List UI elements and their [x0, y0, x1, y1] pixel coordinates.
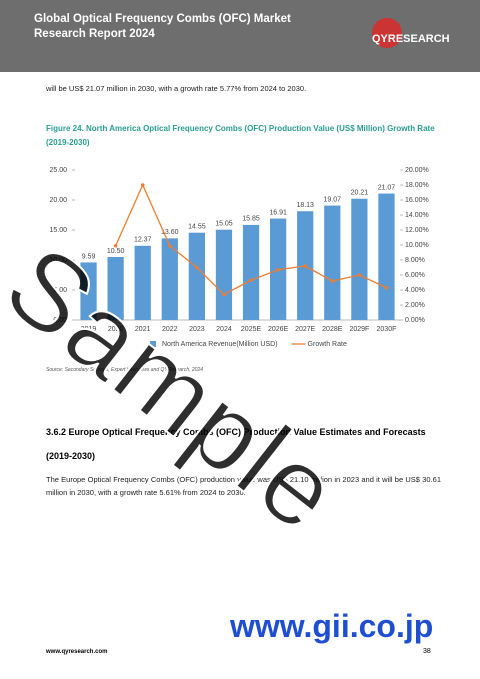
x-tick-label: 2029F: [349, 326, 369, 333]
x-tick-label: 2026E: [268, 326, 289, 333]
paragraph: The Europe Optical Frequency Combs (OFC)…: [46, 475, 441, 497]
x-tick-label: 2030F: [377, 326, 397, 333]
x-tick-label: 2023: [189, 326, 205, 333]
y-tick-label: 10.00: [49, 257, 67, 264]
y2-tick-label: 6.00%: [405, 272, 425, 279]
legend-label: Growth Rate: [308, 341, 347, 348]
page-number: 38: [423, 648, 431, 655]
x-tick-label: 2020: [108, 326, 124, 333]
value-label: 19.07: [324, 196, 342, 203]
figure-caption: Figure 24. North America Optical Frequen…: [46, 124, 435, 147]
y-tick-label: 20.00: [49, 197, 67, 204]
bar: [134, 245, 151, 320]
y2-tick-label: 12.00%: [405, 227, 429, 234]
x-tick-label: 2025E: [241, 326, 262, 333]
y-tick-label: 5.00: [53, 287, 67, 294]
value-label: 12.37: [134, 237, 152, 244]
y2-tick-label: 8.00%: [405, 257, 425, 264]
value-label: 16.91: [269, 209, 287, 216]
bar: [242, 224, 260, 320]
legend-swatch: [150, 341, 156, 347]
y-tick-label: 25.00: [49, 167, 67, 174]
point: [195, 265, 199, 270]
y2-tick-label: 16.00%: [405, 197, 429, 204]
value-label: 18.13: [296, 202, 314, 209]
value-label: 10.50: [107, 248, 125, 255]
bar: [215, 229, 233, 320]
value-label: 21.07: [378, 184, 396, 191]
point: [303, 264, 308, 268]
y2-tick-label: 2.00%: [405, 302, 425, 309]
x-tick-label: 2021: [135, 326, 151, 333]
y2-tick-label: 20.00%: [405, 167, 429, 174]
x-tick-label: 2022: [162, 326, 178, 333]
paragraph: will be US$ 21.07 million in 2030, with …: [46, 84, 307, 93]
point: [276, 267, 280, 272]
bar: [80, 262, 97, 320]
x-tick-label: 2027E: [295, 326, 316, 333]
y-tick-label: 0.00: [53, 317, 67, 324]
bar: [351, 198, 368, 320]
x-tick-label: 2024: [216, 326, 232, 333]
value-label: 15.85: [242, 216, 260, 223]
bar: [161, 238, 178, 320]
point: [249, 278, 253, 283]
bar: [107, 257, 124, 320]
point: [113, 243, 118, 248]
y2-tick-label: 0.00%: [405, 317, 425, 324]
point: [167, 243, 172, 248]
value-label: 15.05: [215, 221, 233, 228]
value-label: 13.60: [161, 229, 179, 236]
y2-tick-label: 18.00%: [405, 182, 429, 189]
section-heading: 3.6.2 Europe Optical Frequency Combs (OF…: [46, 427, 426, 461]
bar: [324, 205, 341, 320]
bar: [378, 193, 395, 320]
header-title: Global Optical Frequency Combs (OFC) Mar…: [34, 13, 291, 40]
chart: 0.00 5.00 10.00 15.00 20.00 25.00 0.00% 2.00% 4.…: [49, 167, 429, 348]
point: [357, 273, 362, 277]
value-label: 20.21: [351, 190, 369, 197]
point: [384, 285, 389, 290]
overlay-url: www.gii.co.jp: [230, 608, 434, 644]
logo: QYRESEARCH: [372, 33, 450, 45]
point: [222, 292, 226, 297]
source: Source: Secondary Sources, Expert Interv…: [46, 367, 204, 373]
value-label: 14.55: [188, 224, 206, 231]
legend-label: North America Revenue(Million USD): [162, 341, 278, 348]
x-tick-label: 2028E: [322, 326, 343, 333]
bar: [188, 232, 205, 320]
point: [140, 183, 145, 187]
value-label: 9.59: [82, 253, 96, 260]
footer-url: www.qyresearch.com: [46, 649, 108, 655]
y2-tick-label: 10.00%: [405, 242, 429, 249]
y2-tick-label: 4.00%: [405, 287, 425, 294]
y-tick-label: 15.00: [49, 227, 67, 234]
x-tick-label: 2019: [81, 326, 97, 333]
point: [330, 279, 335, 283]
y2-tick-label: 14.00%: [405, 212, 429, 219]
logo-icon: [372, 18, 402, 48]
